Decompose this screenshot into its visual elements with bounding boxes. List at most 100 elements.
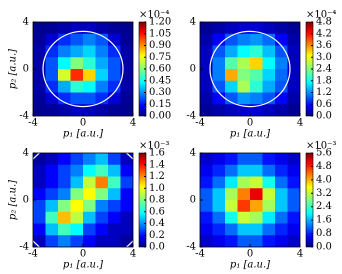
heatmap-cell — [237, 57, 251, 70]
heatmap-cell — [262, 164, 276, 177]
heatmap-cell — [58, 80, 71, 93]
colorbar-tick-label: 0.90 — [149, 40, 171, 51]
heatmap-cell — [250, 223, 263, 236]
heatmap-cell — [212, 223, 226, 236]
heatmap-cell — [33, 92, 46, 105]
heatmap-cell — [225, 69, 238, 82]
heatmap-cell — [212, 153, 226, 166]
heatmap-cell — [275, 104, 288, 116]
heatmap-cell — [275, 80, 288, 93]
heatmap — [33, 153, 133, 247]
heatmap-cell — [250, 80, 263, 93]
heatmap-cell — [83, 188, 96, 201]
heatmap-cell — [108, 200, 121, 213]
heatmap-cell — [83, 164, 96, 177]
heatmap — [200, 22, 300, 116]
heatmap-cell — [250, 211, 263, 224]
colorbar-exponent: ×10⁻³ — [139, 141, 169, 152]
colorbar-tick-label: 1.8 — [316, 75, 332, 86]
colorbar-tick-label: 4.2 — [316, 28, 332, 39]
heatmap-cell — [262, 223, 276, 236]
heatmap-cell — [212, 211, 226, 224]
heatmap-cell — [45, 92, 59, 105]
heatmap-cell — [95, 188, 109, 201]
heatmap-cell — [212, 200, 226, 213]
heatmap-cell — [70, 104, 84, 116]
heatmap-cell — [237, 80, 251, 93]
heatmap-cell — [95, 153, 109, 166]
heatmap-cell — [225, 92, 238, 105]
heatmap-cell — [237, 92, 251, 105]
colorbar-tick-label: 2.4 — [316, 201, 332, 212]
heatmap-cell — [120, 153, 133, 166]
heatmap-cell — [262, 200, 276, 213]
colorbar-tick-label: 0.75 — [149, 52, 171, 63]
heatmap-cell — [250, 153, 263, 166]
colorbar-tick-label: 1.2 — [316, 87, 332, 98]
colorbar-tick-label: 0.6 — [149, 206, 165, 217]
x-axis-label: p₁ [a.u.] — [63, 129, 103, 140]
heatmap-cell — [83, 45, 96, 58]
heatmap-cell — [200, 200, 213, 213]
heatmap-cell — [45, 22, 59, 35]
heatmap-cell — [250, 104, 263, 116]
heatmap-cell — [108, 235, 121, 247]
heatmap-cell — [200, 45, 213, 58]
heatmap-cell — [225, 200, 238, 213]
colorbar-tick-label: 4.8 — [316, 17, 332, 28]
heatmap-cell — [262, 176, 276, 189]
x-tick-label: -4 — [28, 249, 38, 260]
heatmap-cell — [237, 104, 251, 116]
heatmap-cell — [250, 57, 263, 70]
heatmap-cell — [70, 176, 84, 189]
x-tick-label: 4 — [130, 249, 136, 260]
heatmap-cell — [83, 92, 96, 105]
heatmap-cell — [237, 176, 251, 189]
heatmap-cell — [237, 211, 251, 224]
heatmap-cell — [83, 176, 96, 189]
heatmap-cell — [120, 45, 133, 58]
heatmap-cell — [225, 22, 238, 35]
heatmap-cell — [212, 57, 226, 70]
circle-boundary — [209, 30, 291, 108]
heatmap-cell — [275, 57, 288, 70]
heatmap-cell — [58, 69, 71, 82]
heatmap-cell — [287, 45, 300, 58]
y-tick-label: 0 — [23, 195, 29, 206]
colorbar-tick-label: 1.6 — [316, 215, 332, 226]
heatmap-cell — [108, 33, 121, 46]
x-axis-label: p₁ [a.u.] — [230, 129, 270, 140]
heatmap-cell — [287, 235, 300, 247]
y-tick-label: 4 — [23, 17, 29, 28]
heatmap-cell — [58, 164, 71, 177]
colorbar-tick-label: 4.8 — [316, 161, 332, 172]
heatmap-cell — [212, 104, 226, 116]
heatmap-cell — [237, 45, 251, 58]
colorbar-tick-label: 0.4 — [149, 218, 165, 229]
heatmap-cell — [275, 22, 288, 35]
heatmap-cell — [33, 164, 46, 177]
x-axis-label: p₁ [a.u.] — [230, 260, 270, 271]
heatmap-cell — [58, 45, 71, 58]
colorbar-tick-label: 0.0 — [316, 242, 332, 253]
heatmap-cell — [225, 188, 238, 201]
heatmap-cell — [225, 164, 238, 177]
heatmap-cell — [120, 22, 133, 35]
heatmap-cell — [225, 104, 238, 116]
heatmap-cell — [108, 188, 121, 201]
x-tick-label: 0 — [247, 249, 253, 260]
heatmap-cell — [33, 188, 46, 201]
heatmap-cell — [33, 104, 46, 116]
heatmap-cell — [70, 211, 84, 224]
heatmap-cell — [95, 57, 109, 70]
heatmap-cell — [83, 223, 96, 236]
heatmap-cell — [58, 92, 71, 105]
colorbar-tick-label: 0.0 — [149, 242, 165, 253]
heatmap-cell — [120, 211, 133, 224]
heatmap-cell — [262, 153, 276, 166]
heatmap-cell — [120, 235, 133, 247]
y-tick-label: 0 — [190, 64, 196, 75]
colorbar-tick-label: 2.4 — [316, 64, 332, 75]
heatmap-cell — [250, 45, 263, 58]
heatmap-cell — [200, 164, 213, 177]
